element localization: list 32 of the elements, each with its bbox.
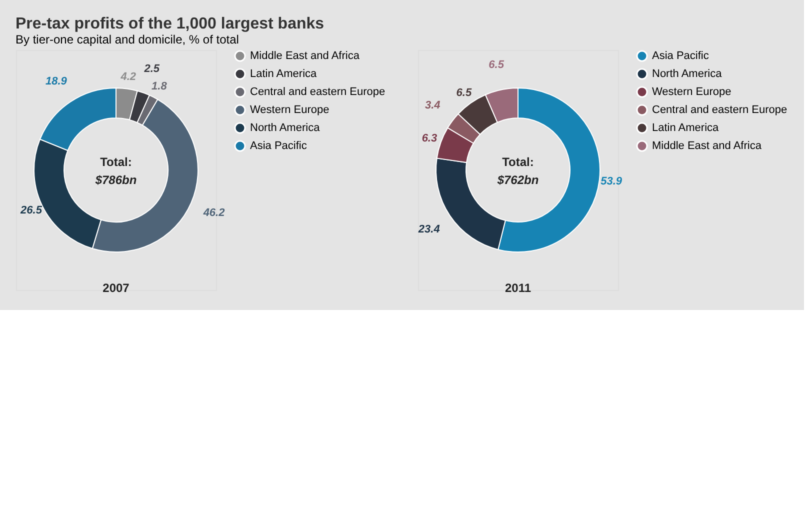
text: $786bn — [94, 173, 137, 187]
text: 2007 — [102, 281, 130, 295]
legend-label: Middle East and Africa — [652, 140, 762, 152]
chart-subtitle: By tier-one capital and domicile, % of total — [16, 32, 239, 46]
legend-label: Central and eastern Europe — [652, 104, 788, 116]
legend-label: Middle East and Africa — [250, 50, 360, 62]
legend-label: Asia Pacific — [652, 50, 710, 62]
legend-label: North America — [250, 122, 321, 134]
data-label: 6.3 — [422, 132, 438, 144]
legend-label: Latin America — [652, 122, 720, 134]
legend-label: Central and eastern Europe — [250, 86, 386, 98]
legend-label: Western Europe — [250, 104, 330, 116]
text: Total: — [502, 155, 534, 169]
legend-label: North America — [652, 68, 723, 80]
data-label: 3.4 — [424, 99, 440, 112]
text: $762bn — [496, 173, 539, 187]
text: 2011 — [504, 281, 532, 295]
legend-label: Asia Pacific — [250, 140, 308, 152]
data-label: 1.8 — [152, 80, 168, 92]
data-label: 6.5 — [488, 59, 505, 72]
legend-label: Western Europe — [652, 86, 732, 98]
data-label: 4.2 — [120, 70, 136, 83]
data-label: 18.9 — [45, 75, 68, 88]
legend-label: Latin America — [250, 68, 318, 80]
chart-title: Pre-tax profits of the 1,000 largest banks — [16, 16, 324, 32]
data-label: 23.4 — [417, 224, 440, 236]
text: Total: — [100, 155, 132, 169]
data-label: 46.2 — [202, 206, 225, 219]
data-label: 6.5 — [456, 87, 472, 100]
data-label: 26.5 — [20, 204, 43, 217]
data-label: 53.9 — [600, 175, 623, 188]
data-label: 2.5 — [143, 63, 160, 76]
